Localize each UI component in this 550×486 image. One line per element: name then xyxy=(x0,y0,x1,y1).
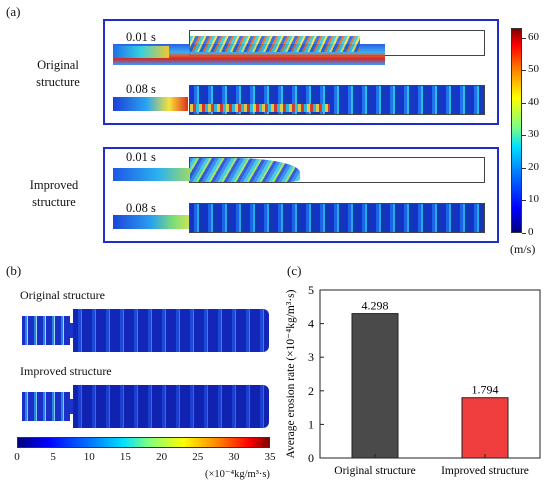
pipe-outline xyxy=(189,203,485,233)
inlet-section xyxy=(113,46,169,58)
original-structure-frame xyxy=(103,19,499,125)
x-tick-label: Original structure xyxy=(334,465,415,477)
colorbar-tick-label: 25 xyxy=(192,451,204,463)
x-tick-label: Improved structure xyxy=(441,465,529,477)
colorbar-tick-mark xyxy=(522,200,526,202)
time-label: 0.08 s xyxy=(126,82,156,96)
colorbar-tick-label: 60 xyxy=(528,30,539,43)
colorbar-tick-mark xyxy=(522,135,526,137)
time-label: 0.01 s xyxy=(126,30,156,44)
pipe-outline xyxy=(189,85,485,115)
bar xyxy=(461,397,509,459)
erosion-unit-label: (×10⁻⁴kg/m³·s) xyxy=(205,469,270,480)
colorbar-tick-label: 15 xyxy=(119,451,131,463)
colorbar-tick-mark xyxy=(522,37,526,39)
y-tick-label: 3 xyxy=(308,350,314,364)
flow-velocity-field xyxy=(190,104,330,112)
flow-velocity-field xyxy=(190,36,360,52)
colorbar-tick-label: 0 xyxy=(528,226,534,238)
colorbar-tick-label: 10 xyxy=(528,193,539,206)
panel-c-label: (c) xyxy=(287,263,302,278)
panel-b-label: (b) xyxy=(6,263,22,278)
y-tick-label: 0 xyxy=(308,451,314,465)
colorbar-tick-label: 30 xyxy=(228,451,240,463)
original-structure-caption: Original structure xyxy=(20,288,105,302)
velocity-colorbar xyxy=(511,28,522,233)
colorbar-tick-mark xyxy=(522,233,526,234)
colorbar-tick-label: 5 xyxy=(50,451,56,463)
bar xyxy=(351,313,399,459)
colorbar-tick-label: 30 xyxy=(528,128,539,141)
y-tick-label: 5 xyxy=(308,283,314,297)
colorbar-tick-mark xyxy=(522,167,526,169)
flow-velocity-field xyxy=(113,168,203,181)
improved-structure-frame xyxy=(103,147,499,243)
improved-structure-label: Improved structure xyxy=(29,178,79,209)
flow-velocity-field xyxy=(113,97,188,111)
panel-a-label: (a) xyxy=(6,4,21,19)
flow-velocity-field xyxy=(190,158,300,182)
velocity-unit-label: (m/s) xyxy=(510,242,536,256)
flow-velocity-field xyxy=(190,204,484,232)
data-label: 1.794 xyxy=(472,383,499,397)
y-tick-label: 1 xyxy=(308,417,314,431)
improved-structure-caption: Improved structure xyxy=(20,364,112,378)
colorbar-tick-label: 50 xyxy=(528,63,539,76)
original-structure-label: Original structure xyxy=(36,58,80,89)
data-label: 4.298 xyxy=(362,299,389,313)
colorbar-tick-label: 10 xyxy=(83,451,95,463)
colorbar-tick-mark xyxy=(522,102,526,104)
plot-frame xyxy=(319,289,541,459)
time-label: 0.01 s xyxy=(126,150,156,164)
colorbar-tick-label: 40 xyxy=(528,95,539,108)
erosion-rate-bar-chart: 0 1 2 3 4 5 4.298 Original structure 1.794 Improv… xyxy=(285,283,541,477)
colorbar-tick-label: 0 xyxy=(14,451,20,463)
y-axis-label: Average erosion rate (×10⁻⁴kg/m³·s) xyxy=(285,289,297,458)
erosion-colorbar xyxy=(17,437,270,448)
colorbar-tick-mark xyxy=(522,70,526,72)
colorbar-tick-label: 20 xyxy=(156,451,168,463)
time-label: 0.08 s xyxy=(126,201,156,215)
colorbar-tick-label: 20 xyxy=(528,160,539,173)
y-tick-label: 2 xyxy=(308,384,314,398)
flow-velocity-field xyxy=(113,215,189,229)
colorbar-tick-label: 35 xyxy=(264,451,276,463)
y-tick-label: 4 xyxy=(308,317,314,331)
